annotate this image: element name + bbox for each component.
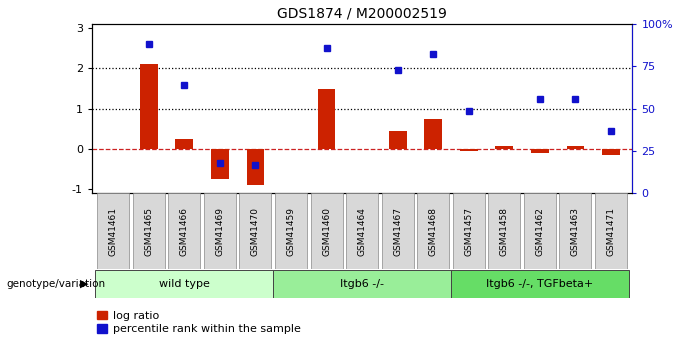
Text: Itgb6 -/-, TGFbeta+: Itgb6 -/-, TGFbeta+ [486,279,594,289]
FancyBboxPatch shape [204,193,236,269]
FancyBboxPatch shape [451,270,629,298]
FancyBboxPatch shape [595,193,627,269]
Text: wild type: wild type [159,279,209,289]
FancyBboxPatch shape [273,270,451,298]
FancyBboxPatch shape [560,193,592,269]
FancyBboxPatch shape [168,193,201,269]
FancyBboxPatch shape [346,193,378,269]
Text: GSM41461: GSM41461 [109,207,118,256]
Text: GSM41471: GSM41471 [607,207,615,256]
Bar [531,149,549,153]
FancyBboxPatch shape [239,193,271,269]
Text: GSM41457: GSM41457 [464,207,473,256]
Bar [247,149,265,185]
Text: ▶: ▶ [80,279,88,289]
Text: Itgb6 -/-: Itgb6 -/- [340,279,384,289]
Bar [566,146,584,149]
Text: GSM41464: GSM41464 [358,207,367,256]
Text: GSM41469: GSM41469 [216,207,224,256]
Bar [424,119,442,149]
Text: GSM41467: GSM41467 [393,207,402,256]
Text: GSM41470: GSM41470 [251,207,260,256]
Text: GSM41459: GSM41459 [286,207,296,256]
Text: GSM41468: GSM41468 [428,207,438,256]
Text: GSM41458: GSM41458 [500,207,509,256]
Text: genotype/variation: genotype/variation [7,279,106,289]
FancyBboxPatch shape [453,193,485,269]
Bar [175,139,193,149]
Bar [318,89,335,149]
Text: GSM41465: GSM41465 [144,207,153,256]
Bar [211,149,228,179]
Bar [496,146,513,149]
FancyBboxPatch shape [133,193,165,269]
FancyBboxPatch shape [488,193,520,269]
FancyBboxPatch shape [95,270,273,298]
Text: GSM41462: GSM41462 [535,207,545,256]
Bar [460,149,477,151]
FancyBboxPatch shape [381,193,413,269]
Title: GDS1874 / M200002519: GDS1874 / M200002519 [277,6,447,20]
Bar [140,65,158,149]
Bar [602,149,620,155]
FancyBboxPatch shape [97,193,129,269]
FancyBboxPatch shape [311,193,343,269]
Text: GSM41460: GSM41460 [322,207,331,256]
Legend: log ratio, percentile rank within the sample: log ratio, percentile rank within the sa… [97,311,301,334]
FancyBboxPatch shape [524,193,556,269]
Bar [389,131,407,149]
FancyBboxPatch shape [418,193,449,269]
Text: GSM41466: GSM41466 [180,207,189,256]
Text: GSM41463: GSM41463 [571,207,580,256]
FancyBboxPatch shape [275,193,307,269]
